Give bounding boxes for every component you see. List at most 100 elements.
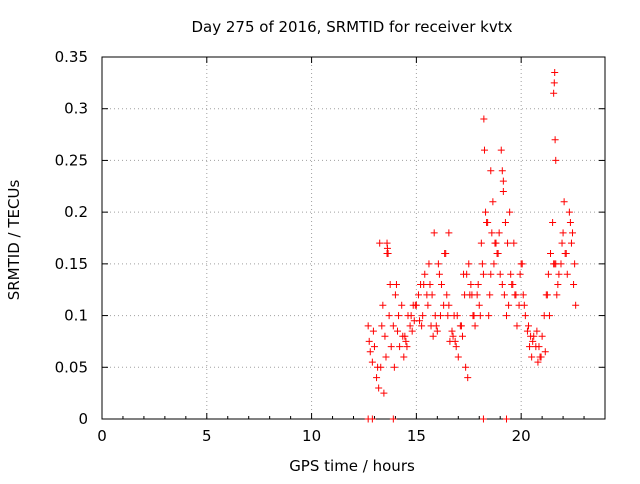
y-tick-label: 0.3 [64, 100, 88, 118]
data-point [552, 260, 560, 268]
data-point [482, 208, 490, 216]
data-point [567, 239, 575, 247]
data-point [495, 229, 503, 237]
data-point [416, 317, 424, 325]
data-point [566, 218, 574, 226]
data-point [502, 415, 510, 423]
data-point [479, 270, 487, 278]
data-point [382, 353, 390, 361]
data-point [485, 312, 493, 320]
data-point [457, 322, 465, 330]
data-point [500, 291, 508, 299]
data-point [467, 281, 475, 289]
data-point [480, 146, 488, 154]
data-point [470, 312, 478, 320]
data-point [451, 337, 459, 345]
data-point [477, 239, 485, 247]
data-point [491, 239, 499, 247]
x-tick-label: 20 [512, 427, 531, 445]
data-point [480, 115, 488, 123]
data-point [555, 270, 563, 278]
data-point [420, 281, 428, 289]
data-point [384, 250, 392, 258]
data-point [400, 353, 408, 361]
data-point [380, 389, 388, 397]
data-point [445, 301, 453, 309]
data-point [428, 291, 436, 299]
data-point [489, 198, 497, 206]
data-point [519, 291, 527, 299]
data-point [493, 250, 501, 258]
data-point [401, 332, 409, 340]
data-point [376, 239, 384, 247]
data-point [370, 343, 378, 351]
data-point [475, 301, 483, 309]
data-point [387, 343, 395, 351]
data-point [441, 250, 449, 258]
y-tick-label: 0.2 [64, 203, 88, 221]
data-point [512, 291, 520, 299]
data-point [559, 229, 567, 237]
data-point [454, 353, 462, 361]
y-tick-label: 0.35 [55, 48, 88, 66]
x-tick-label: 5 [202, 427, 212, 445]
data-point [502, 312, 510, 320]
data-point [465, 260, 473, 268]
data-point [368, 358, 376, 366]
data-point [563, 270, 571, 278]
data-point [365, 337, 373, 345]
data-point [518, 260, 526, 268]
data-point [452, 343, 460, 351]
data-point [483, 218, 491, 226]
data-point [505, 301, 513, 309]
data-points [364, 69, 580, 423]
data-point [419, 312, 427, 320]
data-point [547, 250, 555, 258]
data-point [453, 312, 461, 320]
data-point [476, 312, 484, 320]
data-point [462, 363, 470, 371]
x-tick-label: 15 [407, 427, 426, 445]
data-point [435, 270, 443, 278]
data-point [506, 208, 514, 216]
y-tick-label: 0.25 [55, 151, 88, 169]
data-point [394, 327, 402, 335]
data-point [538, 332, 546, 340]
data-point [396, 343, 404, 351]
data-point [406, 322, 414, 330]
data-point [424, 301, 432, 309]
data-point [521, 312, 529, 320]
data-point [516, 270, 524, 278]
data-point [560, 198, 568, 206]
data-point [541, 348, 549, 356]
data-point [487, 167, 495, 175]
data-point [366, 348, 374, 356]
data-point [429, 332, 437, 340]
data-point [430, 229, 438, 237]
y-tick-label: 0.05 [55, 358, 88, 376]
data-point [369, 327, 377, 335]
data-point [438, 281, 446, 289]
data-point [390, 363, 398, 371]
data-point [449, 332, 457, 340]
data-point [486, 291, 494, 299]
y-axis-label: SRMTID / TECUs [5, 180, 23, 301]
data-point [378, 322, 386, 330]
data-point [572, 301, 580, 309]
data-point [436, 312, 444, 320]
y-tick-label: 0.1 [64, 307, 88, 325]
data-point [534, 358, 542, 366]
data-point [392, 281, 400, 289]
data-point [402, 337, 410, 345]
data-point [528, 353, 536, 361]
data-point [520, 301, 528, 309]
data-point [385, 312, 393, 320]
x-axis-label: GPS time / hours [289, 457, 415, 475]
data-point [383, 244, 391, 252]
data-point [552, 156, 560, 164]
data-point [418, 322, 426, 330]
data-point [551, 136, 559, 144]
data-point [381, 332, 389, 340]
data-point [526, 343, 534, 351]
